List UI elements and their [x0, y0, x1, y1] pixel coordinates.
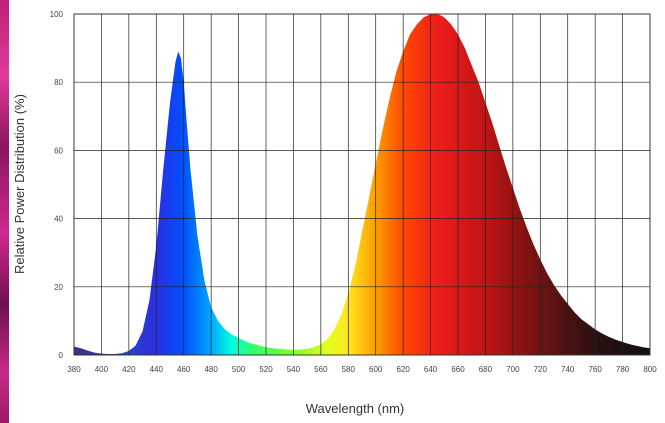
- spectrum-area: [74, 14, 650, 355]
- x-tick-label: 740: [561, 365, 575, 374]
- x-tick-label: 420: [122, 365, 136, 374]
- x-tick-label: 500: [232, 365, 246, 374]
- x-tick-label: 480: [204, 365, 218, 374]
- x-tick-label: 620: [396, 365, 410, 374]
- x-tick-label: 400: [95, 365, 109, 374]
- x-tick-label: 680: [479, 365, 493, 374]
- tick-layer: 380 400 420 440 460 480 500 520 540 560 580 600 620 6…: [50, 10, 658, 374]
- y-tick-label: 100: [50, 10, 64, 19]
- y-tick-label: 40: [54, 215, 63, 224]
- x-tick-label: 520: [259, 365, 273, 374]
- x-tick-label: 760: [588, 365, 602, 374]
- x-tick-label: 380: [67, 365, 81, 374]
- grid-layer: [73, 13, 651, 356]
- x-tick-label: 580: [342, 365, 356, 374]
- plot-border: [73, 13, 651, 356]
- x-tick-label: 660: [451, 365, 465, 374]
- y-axis-title: Relative Power Distribution (%): [12, 94, 27, 274]
- y-tick-label: 80: [54, 78, 63, 87]
- x-tick-label: 700: [506, 365, 520, 374]
- x-tick-label: 600: [369, 365, 383, 374]
- magenta-edge-strip: [0, 0, 9, 423]
- y-tick-label: 20: [54, 283, 63, 292]
- y-tick-label: 0: [59, 351, 64, 360]
- x-tick-label: 560: [314, 365, 328, 374]
- x-tick-label: 460: [177, 365, 191, 374]
- spectrum-fill-layer: [74, 14, 650, 355]
- x-tick-label: 800: [643, 365, 657, 374]
- x-tick-label: 440: [150, 365, 164, 374]
- x-tick-label: 780: [616, 365, 630, 374]
- x-tick-label: 640: [424, 365, 438, 374]
- x-axis-title: Wavelength (nm): [306, 401, 405, 416]
- x-tick-label: 720: [534, 365, 548, 374]
- x-tick-label: 540: [287, 365, 301, 374]
- y-tick-label: 60: [54, 146, 63, 155]
